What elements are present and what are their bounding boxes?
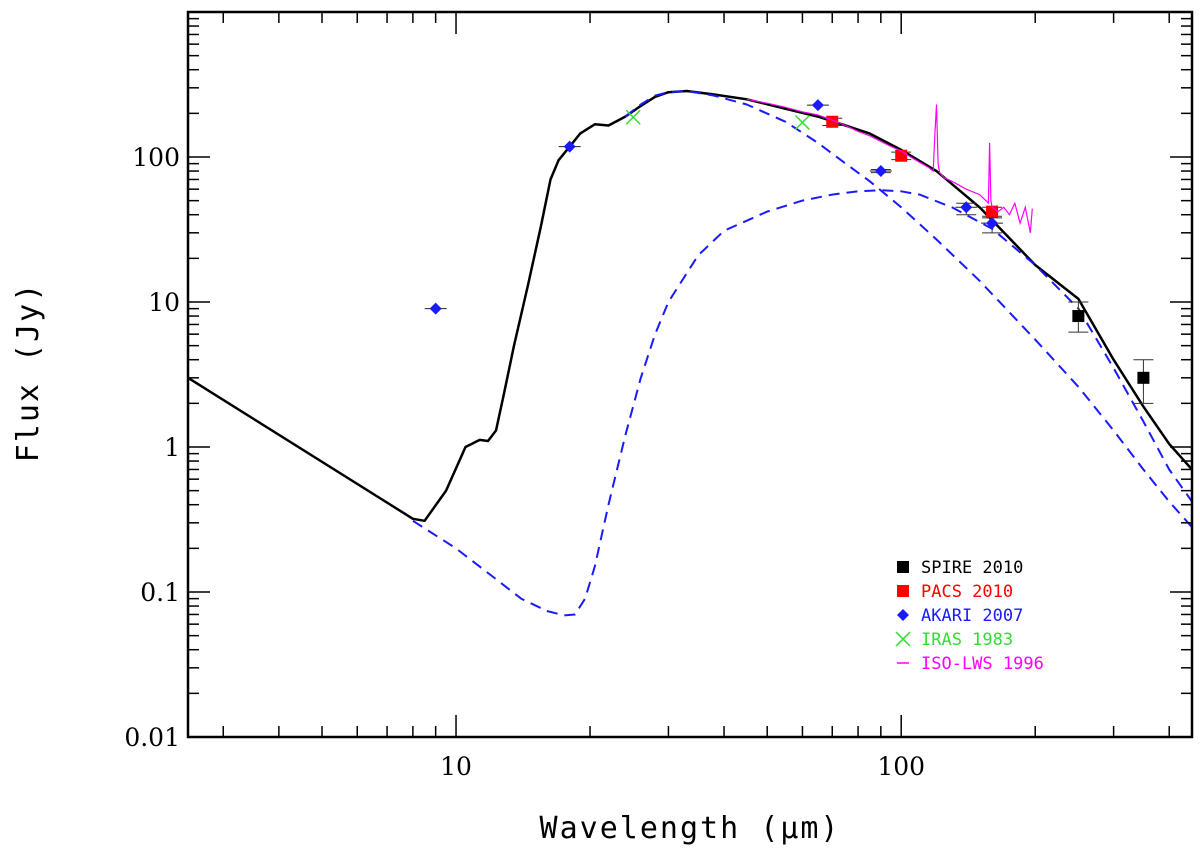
legend-marker-spire-2010 [897, 561, 909, 573]
iras-1983-point [625, 109, 641, 125]
total-model-curve [188, 89, 1192, 523]
plot-frame [186, 10, 1194, 739]
spire-2010-point [1137, 371, 1150, 384]
legend-marker-akari-2007 [897, 609, 909, 621]
akari-2007-point [986, 217, 999, 230]
tick-labels: 10 100 0.01 0.1 1 10 100 [124, 143, 925, 781]
iso-lws-spectrum [746, 98, 1033, 233]
y-tick-label: 1 [164, 433, 180, 462]
legend-label-spire-2010: SPIRE 2010 [921, 558, 1023, 578]
x-tick-label: 10 [440, 752, 472, 781]
y-axis-title: Flux (Jy) [11, 282, 46, 463]
y-tick-label: 0.01 [124, 723, 180, 752]
akari-2007-point [874, 165, 887, 178]
x-tick-label: 100 [877, 752, 925, 781]
iras-1983-point [794, 114, 810, 131]
data-points [424, 98, 1154, 404]
y-tick-label: 100 [132, 143, 180, 172]
y-tick-label: 0.1 [140, 578, 180, 607]
y-tick-label: 10 [148, 288, 180, 317]
legend-label-pacs-2010: PACS 2010 [921, 582, 1013, 602]
legend-label-iso-lws-1996: ISO-LWS 1996 [921, 654, 1044, 674]
akari-2007-point [563, 140, 576, 153]
legend-marker-pacs-2010 [897, 585, 909, 597]
axis-ticks [188, 11, 1192, 738]
pacs-2010-point [986, 205, 999, 218]
akari-2007-point [960, 201, 973, 214]
dashed-model-curve-2 [624, 90, 1192, 528]
legend-label-akari-2007: AKARI 2007 [921, 606, 1023, 626]
legend: SPIRE 2010 PACS 2010 AKARI 2007 IRAS 1983 IS… [895, 558, 1044, 674]
legend-marker-iras-1983 [895, 631, 911, 647]
legend-label-iras-1983: IRAS 1983 [921, 630, 1013, 650]
dashed-model-curve-1 [412, 189, 1192, 617]
model-curves [188, 89, 1192, 617]
spire-2010-point [1072, 310, 1085, 323]
akari-2007-point [811, 99, 824, 112]
akari-2007-point [429, 302, 442, 315]
plot-border [186, 10, 1194, 739]
x-axis-title: Wavelength (μm) [540, 811, 841, 846]
